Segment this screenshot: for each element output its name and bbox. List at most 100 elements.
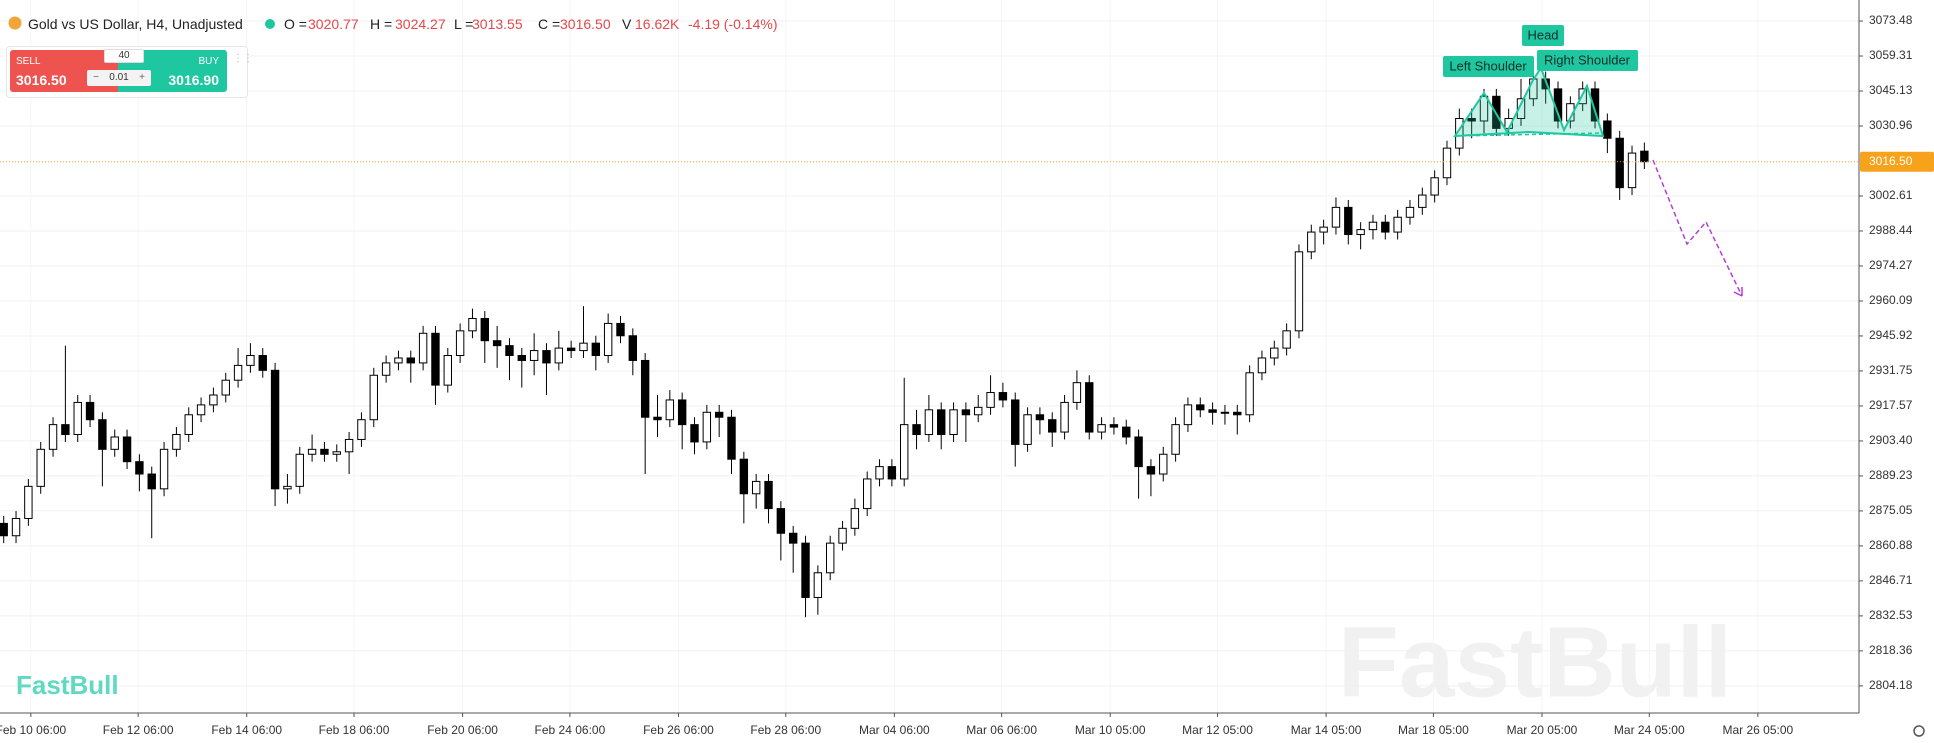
candle-body: [332, 451, 341, 455]
candle-body: [196, 404, 206, 416]
candle-body: [1134, 436, 1143, 468]
candle-body: [122, 436, 132, 463]
x-tick-label: Feb 18 06:00: [319, 723, 390, 737]
candle-body: [0, 522, 8, 537]
candle-body: [764, 480, 773, 510]
candle-body: [209, 394, 218, 406]
candle-body: [714, 411, 724, 418]
y-tick-label: 2903.40: [1869, 433, 1913, 447]
candle-body: [1122, 426, 1131, 438]
y-tick-label: 2960.09: [1869, 293, 1913, 307]
candle-body: [1023, 414, 1032, 445]
candle-body: [542, 350, 551, 364]
candle-body: [912, 424, 921, 436]
candle-body: [184, 414, 193, 436]
candle-body: [529, 350, 539, 361]
candle-body: [974, 406, 983, 416]
candle-body: [1590, 88, 1600, 122]
candle-body: [1035, 414, 1045, 421]
candle-body: [998, 392, 1008, 401]
candle-body: [1294, 251, 1304, 332]
quantity-box[interactable]: − 0.01 +: [87, 70, 151, 86]
candle-body: [73, 401, 82, 436]
candle-body: [1233, 411, 1242, 416]
settings-icon[interactable]: [1913, 725, 1925, 737]
y-tick-label: 2974.27: [1869, 258, 1913, 272]
candle-body: [1270, 347, 1279, 359]
candle-body: [381, 362, 391, 376]
candle-body: [603, 322, 613, 357]
projection-arrow: [1733, 287, 1743, 297]
candle-body: [172, 434, 181, 450]
candle-body: [566, 347, 576, 352]
candle-body: [505, 345, 514, 357]
candle-body: [579, 342, 588, 352]
candle-body: [640, 359, 650, 418]
candle-body: [1319, 226, 1328, 233]
candle-body: [233, 364, 243, 381]
minus[interactable]: −: [93, 72, 99, 83]
candle-body: [357, 419, 366, 440]
candle-body: [221, 379, 230, 396]
candle-body: [616, 322, 625, 337]
candle-body: [986, 392, 995, 408]
plus[interactable]: +: [139, 72, 145, 83]
volume-label: V: [622, 16, 632, 32]
y-tick-label: 2945.92: [1869, 328, 1913, 342]
candle-body: [159, 448, 169, 490]
candle-body: [1282, 330, 1291, 349]
candle-body: [344, 438, 354, 453]
x-tick-label: Feb 14 06:00: [211, 723, 282, 737]
ohlc-label: L =: [454, 16, 474, 32]
pattern-shape: [1453, 65, 1605, 138]
candle-body: [1344, 206, 1353, 236]
y-tick-label: 2875.05: [1869, 503, 1913, 517]
candle-body: [961, 409, 971, 416]
candle-body: [1245, 372, 1254, 416]
y-tick-label: 2804.18: [1869, 678, 1913, 692]
candle-body: [838, 527, 847, 544]
last-price-label: 3016.50: [1869, 154, 1913, 168]
candle-body: [394, 357, 403, 364]
candle-body: [283, 485, 292, 490]
candle-body: [1393, 216, 1402, 233]
candle-body: [887, 466, 897, 480]
trade-widget: SELL 3016.50 BUY 3016.90 40 − 0.01 + ⋮⋮: [6, 46, 253, 98]
quantity: 0.01: [109, 72, 129, 83]
candle-body: [468, 317, 477, 332]
candle-body: [480, 317, 489, 342]
x-tick-label: Mar 18 05:00: [1398, 723, 1469, 737]
candle-body: [801, 542, 810, 598]
candle-body: [455, 330, 465, 357]
ohlc-value: 3016.50: [560, 16, 611, 32]
y-tick-label: 3030.96: [1869, 118, 1913, 132]
candle-body: [1467, 118, 1476, 122]
candle-body: [1381, 221, 1390, 233]
candle-body: [258, 355, 267, 371]
candle-body: [517, 355, 527, 361]
y-tick-label: 2832.53: [1869, 608, 1913, 622]
y-tick-label: 3002.61: [1869, 188, 1913, 202]
candle-body: [863, 478, 872, 510]
candle-body: [1603, 120, 1612, 139]
candle-body: [24, 485, 33, 519]
status-dot: [265, 19, 275, 29]
candle-body: [875, 466, 884, 480]
x-tick-label: Mar 10 05:00: [1075, 723, 1146, 737]
candle-body: [677, 399, 687, 426]
candle-body: [1159, 453, 1168, 475]
ohlc-value: 3013.55: [472, 16, 523, 32]
y-tick-label: 2818.36: [1869, 643, 1913, 657]
candle-body: [431, 332, 440, 386]
logo: FastBull: [16, 670, 119, 700]
drag-handle[interactable]: ⋮⋮: [233, 53, 253, 64]
candle-body: [246, 355, 255, 366]
candle-body: [369, 374, 378, 421]
symbol-icon: [8, 16, 22, 33]
candle-body: [739, 458, 749, 495]
candle-body: [307, 448, 317, 455]
volume-value: 16.62K: [635, 16, 680, 32]
x-tick-label: Mar 20 05:00: [1507, 723, 1578, 737]
y-tick-label: 3073.48: [1869, 13, 1913, 27]
